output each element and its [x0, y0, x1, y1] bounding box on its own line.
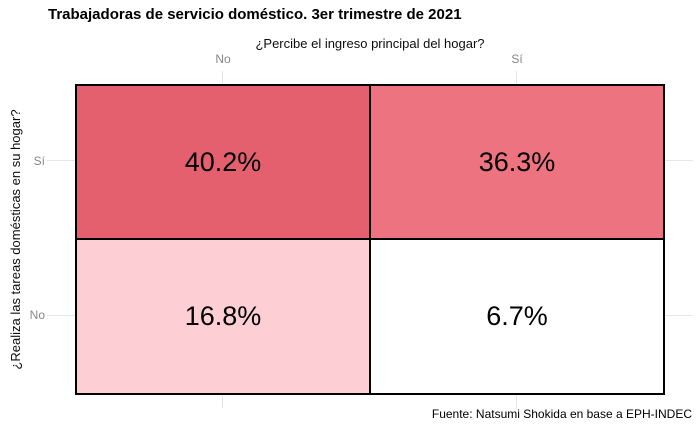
gridline-y-no-right — [665, 315, 693, 316]
tile-grid: 40.2% 36.3% 16.8% 6.7% — [75, 84, 665, 395]
x-axis-title: ¿Percibe el ingreso principal del hogar? — [255, 36, 485, 51]
y-axis-tick-label-no: No — [29, 308, 45, 322]
gridline-x-no-top — [222, 71, 223, 84]
tile-si-si: 36.3% — [371, 86, 663, 238]
y-axis-title: ¿Realiza las tareas domésticas en su hog… — [8, 109, 23, 370]
gridline-y-si-right — [665, 160, 693, 161]
x-axis-tick-label-si: Sí — [511, 52, 523, 66]
tile-no-si: 40.2% — [77, 86, 369, 238]
x-axis-tick-label-no: No — [215, 52, 231, 66]
gridline-y-no-left — [47, 315, 75, 316]
source-caption: Fuente: Natsumi Shokida en base a EPH-IN… — [431, 407, 692, 421]
tile-si-no: 6.7% — [371, 240, 663, 393]
tile-no-no: 16.8% — [77, 240, 369, 393]
gridline-x-si-bottom — [516, 395, 517, 408]
y-axis-tick-label-si: Sí — [33, 154, 45, 168]
gridline-x-no-bottom — [222, 395, 223, 408]
chart-title: Trabajadoras de servicio doméstico. 3er … — [48, 6, 462, 23]
gridline-y-si-left — [47, 160, 75, 161]
gridline-x-si-top — [516, 71, 517, 84]
